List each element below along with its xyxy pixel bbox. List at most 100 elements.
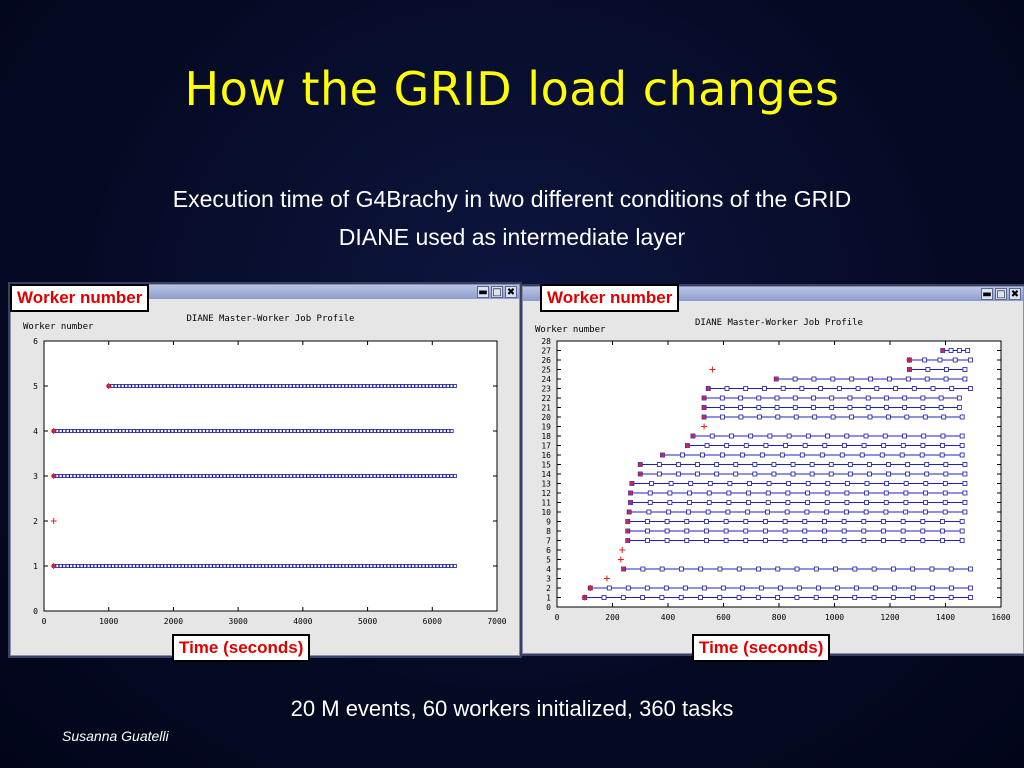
- task-marker: [257, 564, 262, 568]
- x-tick-label: 5000: [358, 617, 377, 626]
- task-marker: [142, 564, 147, 568]
- y-tick-label: 19: [541, 423, 551, 432]
- task-marker: [871, 566, 877, 572]
- task-marker: [874, 386, 880, 391]
- task-marker: [667, 490, 673, 496]
- task-marker: [243, 474, 248, 478]
- task-marker: [924, 471, 930, 477]
- task-marker: [58, 429, 63, 433]
- task-marker: [747, 481, 752, 486]
- task-marker: [844, 481, 850, 486]
- task-marker: [746, 490, 751, 496]
- minimize-icon[interactable]: ▬: [981, 288, 993, 300]
- y-tick-label: 27: [541, 347, 551, 356]
- task-marker: [414, 384, 419, 388]
- task-marker: [72, 429, 77, 433]
- task-marker: [145, 384, 150, 388]
- task-marker: [813, 595, 819, 600]
- task-marker: [449, 384, 454, 388]
- minimize-icon[interactable]: ▬: [477, 286, 489, 298]
- task-marker: [867, 462, 872, 467]
- task-marker: [758, 585, 764, 591]
- close-icon[interactable]: ✖: [505, 286, 517, 298]
- y-tick-label: 2: [33, 517, 38, 526]
- task-marker: [805, 500, 810, 505]
- task-marker: [723, 519, 729, 524]
- maximize-icon[interactable]: □: [491, 286, 503, 298]
- task-marker: [83, 474, 88, 478]
- task-marker: [330, 474, 335, 478]
- task-marker: [233, 429, 238, 433]
- task-marker: [959, 538, 965, 543]
- task-marker: [943, 376, 949, 382]
- left-job-profile-chart: DIANE Master-Worker Job Profile Worker nu…: [23, 314, 507, 626]
- task-marker: [959, 414, 965, 420]
- task-marker: [390, 564, 395, 568]
- task-marker: [355, 564, 360, 568]
- task-marker: [400, 429, 405, 433]
- task-marker: [341, 384, 345, 388]
- task-marker: [847, 395, 853, 401]
- task-marker: [215, 384, 220, 388]
- right-y-axis-callout: Worker number: [540, 284, 680, 312]
- task-marker: [929, 566, 935, 572]
- task-marker: [962, 500, 968, 505]
- task-marker: [317, 429, 321, 433]
- task-marker: [645, 528, 650, 534]
- task-marker: [400, 384, 405, 388]
- task-marker: [282, 474, 286, 478]
- task-marker: [736, 566, 742, 572]
- task-marker: [138, 384, 143, 388]
- task-marker: [100, 429, 105, 433]
- task-marker: [233, 474, 238, 478]
- task-marker: [962, 481, 968, 486]
- y-tick-label: 14: [541, 470, 551, 479]
- worker-start-marker: [581, 594, 588, 601]
- task-marker: [369, 429, 374, 433]
- task-marker: [779, 452, 785, 458]
- task-marker: [647, 490, 653, 496]
- task-marker: [720, 585, 726, 591]
- task-marker: [903, 490, 909, 496]
- task-marker: [288, 384, 293, 388]
- task-marker: [942, 509, 948, 515]
- task-marker: [883, 509, 889, 515]
- task-marker: [830, 376, 836, 382]
- task-marker: [884, 481, 889, 486]
- x-tick-label: 1000: [99, 617, 118, 626]
- task-marker: [173, 474, 178, 478]
- task-marker: [886, 462, 891, 467]
- task-marker: [386, 564, 391, 568]
- y-tick-label: 1: [546, 594, 551, 603]
- task-marker: [949, 386, 955, 391]
- task-marker: [774, 395, 780, 401]
- task-marker: [833, 595, 838, 600]
- task-marker: [724, 386, 730, 391]
- close-icon[interactable]: ✖: [1009, 288, 1021, 300]
- x-tick-label: 0: [555, 613, 560, 622]
- task-marker: [397, 384, 401, 388]
- worker-start-point: [940, 348, 945, 353]
- task-marker: [149, 429, 154, 433]
- worker-start-point: [621, 567, 626, 571]
- task-marker: [201, 564, 206, 568]
- task-marker: [337, 474, 342, 478]
- task-marker: [930, 585, 935, 591]
- task-marker: [804, 509, 810, 515]
- task-marker: [407, 429, 412, 433]
- task-marker: [170, 564, 175, 568]
- task-marker: [128, 474, 133, 478]
- task-marker: [418, 429, 423, 433]
- task-marker: [271, 564, 276, 568]
- task-marker: [176, 384, 181, 388]
- task-marker: [404, 474, 408, 478]
- task-marker: [226, 429, 231, 433]
- maximize-icon[interactable]: □: [995, 288, 1007, 300]
- task-marker: [327, 564, 332, 568]
- task-marker: [83, 564, 88, 568]
- task-marker: [439, 384, 443, 388]
- task-marker: [327, 384, 331, 388]
- task-marker: [910, 595, 916, 600]
- task-marker: [968, 585, 973, 591]
- task-marker: [127, 384, 132, 388]
